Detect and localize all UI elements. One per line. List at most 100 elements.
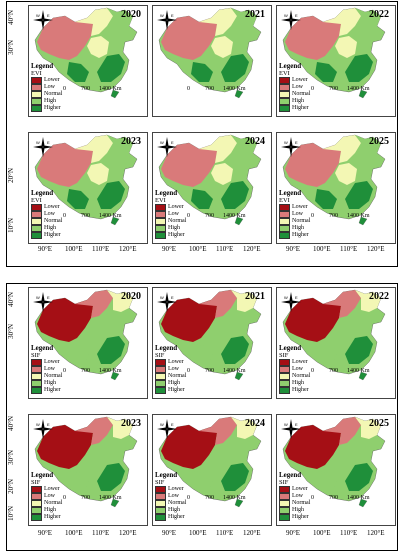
svg-text:W: W [284,422,288,427]
legend-swatch [31,373,42,380]
svg-text:E: E [47,295,50,300]
legend-item: High [279,225,310,232]
legend-label: Higher [292,387,309,394]
legend-rows: Lower Low Normal High Higher [155,359,186,394]
legend-label: Low [44,84,55,91]
legend-index: EVI [31,197,42,204]
legend-label: Normal [168,373,187,380]
legend-item: Low [279,366,310,373]
legend-title: Legend [31,189,54,197]
legend-title: Legend [155,471,178,479]
legend-item: Lower [155,486,186,493]
svg-text:W: W [284,13,288,18]
year-label: 2024 [245,136,265,147]
legend-item: Normal [155,218,186,225]
legend-item: Higher [155,387,186,394]
scale-label: 700 [329,86,338,92]
legend-label: Lower [292,77,308,84]
legend-label: Normal [292,91,311,98]
scale-label: 0 [63,368,66,374]
year-label: 2021 [245,291,265,302]
legend-title: Legend [279,62,302,70]
legend: Legend EVI Lower Low Normal High Higher [31,189,62,239]
legend-swatch [31,486,42,493]
legend-label: Low [292,211,303,218]
legend-swatch [31,218,42,225]
year-label: 2023 [121,418,141,429]
scale-labels: 0 700 1400 Km [311,213,381,220]
legend-swatch [155,232,166,239]
legend-item: Higher [279,387,310,394]
legend-label: High [168,380,180,387]
scale-label: 700 [329,495,338,501]
legend-item: Low [155,366,186,373]
legend-swatch [279,387,290,394]
legend-index: EVI [31,70,42,77]
scale-label: 1400 Km [347,86,370,92]
legend-item: Normal [31,91,62,98]
legend-swatch [155,366,166,373]
legend-swatch [279,500,290,507]
legend-item: Lower [279,204,310,211]
legend-swatch [31,211,42,218]
legend-swatch [155,373,166,380]
svg-text:W: W [36,422,40,427]
scale-bar: 0 700 1400 Km [311,495,381,502]
legend-index: EVI [155,197,166,204]
lat-label: 20°N [7,479,15,494]
legend-rows: Lower Low Normal High Higher [31,486,62,521]
lon-label: 120°E [119,245,137,253]
legend-item: Normal [31,500,62,507]
legend-item: Higher [31,105,62,112]
svg-text:E: E [295,13,298,18]
legend: Legend SIF Lower Low Normal High Higher [155,344,186,394]
scale-label: 700 [81,495,90,501]
lon-labels: 90°E 100°E 110°E 120°E 90°E 100°E 110°E 120°E 90… [28,529,394,539]
svg-text:W: W [36,13,40,18]
legend-swatch [31,514,42,521]
legend-label: Higher [168,514,185,521]
legend-item: High [31,380,62,387]
scale-labels: 0 700 1400 Km [63,495,133,502]
scale-bar: 0 700 1400 Km [63,86,133,93]
legend-label: High [168,225,180,232]
legend-swatch [279,486,290,493]
lon-label: 110°E [92,245,110,253]
svg-text:W: W [36,295,40,300]
scale-label: 1400 Km [99,495,122,501]
legend-index: SIF [155,479,165,486]
legend-item: Low [279,211,310,218]
legend-rows: Lower Low Normal High Higher [31,359,62,394]
year-label: 2020 [121,291,141,302]
legend-label: Normal [44,91,63,98]
legend-label: Normal [292,373,311,380]
legend-swatch [279,366,290,373]
legend-item: High [31,507,62,514]
scale-label: 0 [63,213,66,219]
legend-label: Lower [44,204,60,211]
scale-bar: 0 700 1400 Km [63,495,133,502]
scale-label: 0 [311,213,314,219]
legend-label: Higher [292,514,309,521]
lon-label: 120°E [243,245,261,253]
lon-label: 100°E [189,245,207,253]
legend-item: Lower [31,77,62,84]
legend-swatch [279,373,290,380]
svg-text:E: E [171,13,174,18]
legend-swatch [31,77,42,84]
legend-swatch [155,204,166,211]
legend-index: EVI [279,197,290,204]
legend-swatch [279,218,290,225]
scale-bar: 0 700 1400 Km [311,213,381,220]
scale-label: 1400 Km [347,368,370,374]
legend-swatch [279,211,290,218]
lon-label: 100°E [65,529,83,537]
